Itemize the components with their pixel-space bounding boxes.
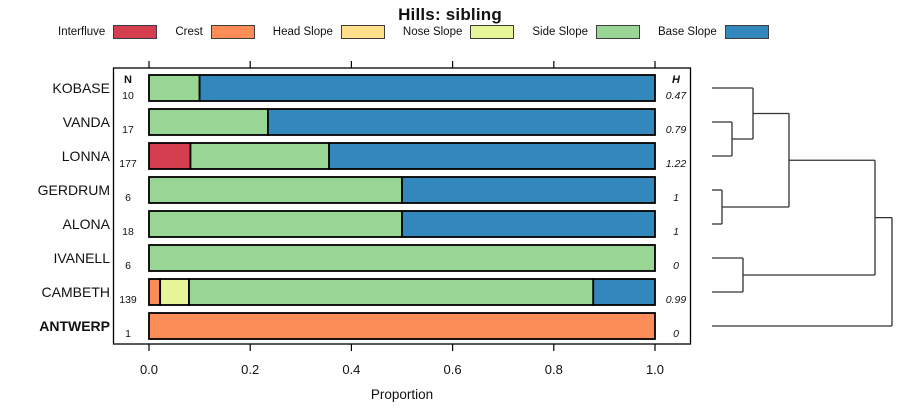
bar-segment-side-slope	[188, 278, 595, 306]
row-label-ivanell: IVANELL	[53, 250, 110, 266]
x-tick-label: 0.4	[342, 362, 361, 377]
legend-swatch	[340, 25, 385, 39]
bar-segment-base-slope	[592, 278, 656, 306]
n-value: 177	[119, 158, 137, 170]
row-label-kobase: KOBASE	[52, 80, 110, 96]
legend-item-base-slope: Base Slope	[658, 25, 769, 39]
n-value: 10	[122, 90, 134, 102]
legend-swatch	[113, 25, 158, 39]
h-value: 1.22	[665, 158, 687, 170]
row-label-antwerp: ANTWERP	[39, 318, 110, 334]
legend-item-head-slope: Head Slope	[273, 25, 385, 39]
plot-frame	[112, 67, 692, 345]
legend-label: Base Slope	[658, 26, 717, 38]
h-value: 0.99	[665, 294, 687, 306]
bar-segment-crest	[148, 278, 162, 306]
n-value: 1	[125, 328, 131, 340]
legend-swatch	[596, 25, 640, 39]
x-axis-title: Proportion	[370, 387, 434, 402]
h-value: 1	[673, 192, 679, 204]
bar-segment-side-slope	[148, 108, 269, 136]
bar-segment-base-slope	[401, 210, 656, 238]
h-value: 1	[673, 226, 679, 238]
bar-segment-crest	[148, 312, 656, 340]
n-column-header: N	[124, 74, 132, 86]
h-column-header: H	[672, 74, 680, 86]
bar-segment-side-slope	[148, 74, 201, 102]
legend-item-side-slope: Side Slope	[532, 25, 640, 39]
row-label-gerdrum: GERDRUM	[37, 182, 110, 198]
x-tick-label: 0.6	[443, 362, 462, 377]
chart-title: Hills: sibling	[398, 5, 502, 24]
n-value: 18	[122, 226, 134, 238]
bar-segment-base-slope	[328, 142, 656, 170]
legend-label: Head Slope	[272, 26, 333, 38]
x-tick-label: 1.0	[645, 362, 665, 377]
h-value: 0.47	[665, 90, 687, 102]
legend-label: Side Slope	[532, 26, 588, 38]
row-label-lonna: LONNA	[61, 148, 110, 164]
bar-segment-side-slope	[148, 176, 403, 204]
n-value: 17	[122, 124, 134, 136]
legend-item-nose-slope: Nose Slope	[402, 25, 515, 39]
bar-segment-base-slope	[198, 74, 656, 102]
bar-segment-side-slope	[148, 210, 403, 238]
h-value: 0.79	[665, 124, 687, 136]
bar-segment-base-slope	[401, 176, 656, 204]
legend-label: Crest	[175, 26, 203, 38]
n-value: 6	[125, 260, 131, 272]
n-value: 139	[119, 294, 137, 306]
legend-item-interfluve: Interfluve	[58, 25, 158, 39]
bar-segment-side-slope	[189, 142, 331, 170]
bar-segment-side-slope	[148, 244, 656, 272]
n-value: 6	[125, 192, 131, 204]
x-tick-label: 0.0	[139, 362, 159, 377]
legend-label: Interfluve	[58, 26, 106, 38]
row-label-cambeth: CAMBETH	[41, 284, 110, 300]
legend-item-crest: Crest	[175, 25, 255, 39]
row-label-vanda: VANDA	[62, 114, 110, 130]
legend: Interfluve Crest Head Slope Nose Slope Side …	[58, 25, 769, 39]
x-tick-label: 0.2	[241, 362, 260, 377]
legend-swatch	[724, 25, 769, 39]
h-value: 0	[673, 260, 679, 272]
row-label-alona: ALONA	[62, 216, 110, 232]
legend-swatch	[470, 25, 515, 39]
bar-segment-base-slope	[267, 108, 656, 136]
bar-segment-interfluve	[148, 142, 192, 170]
legend-swatch	[210, 25, 255, 39]
h-value: 0	[673, 328, 679, 340]
legend-label: Nose Slope	[402, 26, 463, 38]
bar-segment-nose-slope	[159, 278, 190, 306]
x-tick-label: 0.8	[544, 362, 563, 377]
